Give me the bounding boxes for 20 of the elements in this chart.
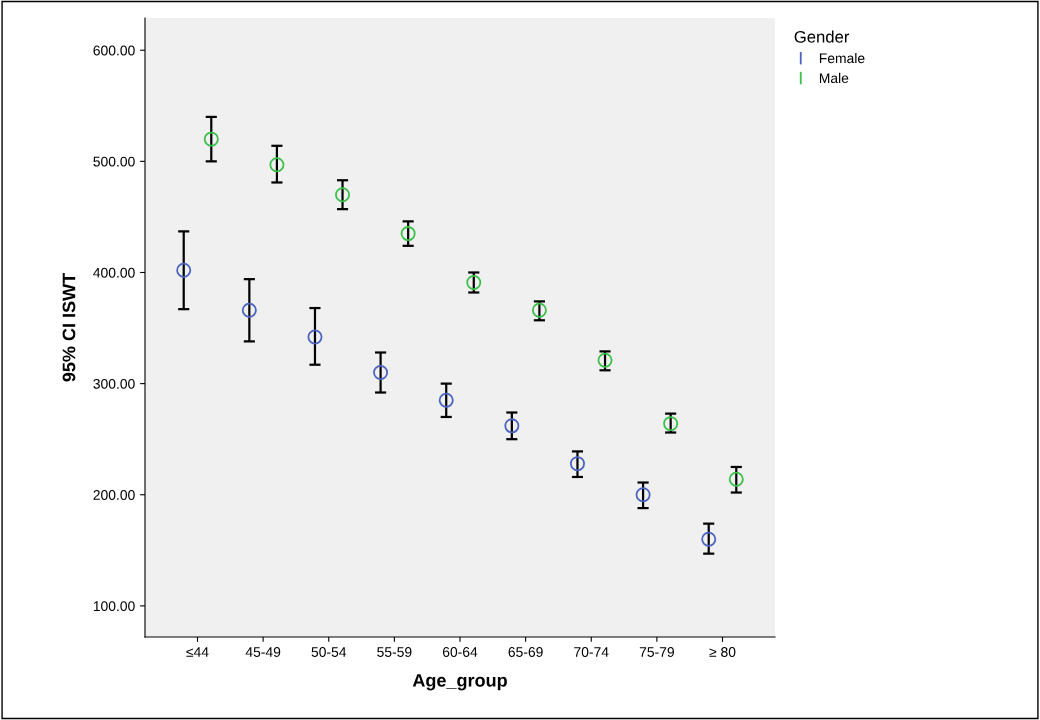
y-tick-label: 500.00 — [93, 156, 135, 167]
y-tick-label: 600.00 — [93, 45, 135, 56]
x-tick-label: 75-79 — [639, 647, 674, 657]
x-tick-label: 65-69 — [508, 647, 543, 657]
y-tick-label: 400.00 — [93, 267, 135, 278]
y-tick-label: 100.00 — [93, 601, 135, 612]
y-tick-label: 300.00 — [93, 378, 135, 389]
legend-label: Male — [819, 72, 849, 84]
x-tick-label: 70-74 — [574, 647, 609, 657]
y-tick-label: 200.00 — [93, 490, 135, 500]
x-tick-label: 60-64 — [442, 647, 478, 657]
legend-title: Gender — [794, 30, 850, 43]
y-axis-title: 95% CI ISWT — [62, 273, 76, 382]
x-axis-title: Age_group — [412, 674, 507, 691]
x-tick-label: ≤44 — [186, 647, 209, 657]
x-tick-label: 55-59 — [377, 647, 412, 657]
x-tick-label: ≥ 80 — [709, 647, 736, 657]
x-tick-label: 50-54 — [311, 647, 347, 657]
x-tick-label: 45-49 — [245, 647, 281, 657]
legend-label: Female — [819, 52, 865, 64]
